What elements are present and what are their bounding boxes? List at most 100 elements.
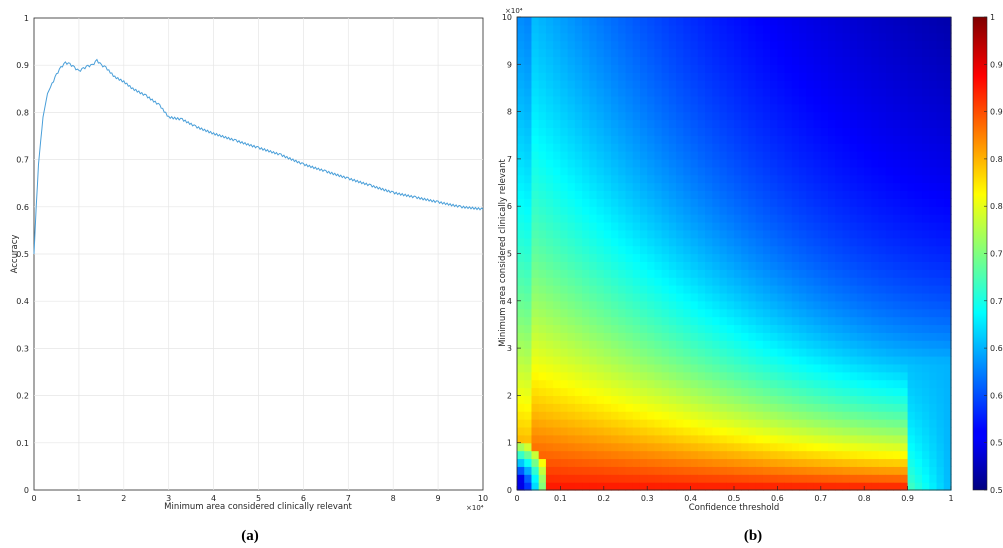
heat-cell [574, 24, 583, 34]
heat-cell [661, 206, 670, 215]
heat-cell [791, 269, 800, 278]
heat-cell [835, 182, 844, 192]
heat-cell [907, 72, 916, 81]
heat-cell [878, 95, 887, 105]
heat-cell [734, 458, 742, 467]
heat-cell [741, 458, 750, 467]
heat-cell [690, 135, 699, 144]
heat-cell [654, 24, 663, 34]
heat-cell [726, 56, 735, 65]
heat-cell [878, 348, 887, 357]
heat-cell [748, 103, 757, 113]
heat-cell [784, 111, 793, 121]
heat-cell [799, 348, 807, 357]
heat-cell [545, 355, 554, 365]
heat-cell [900, 363, 909, 373]
heat-cell [639, 214, 648, 223]
heat-cell [553, 269, 561, 278]
heat-cell [690, 182, 699, 192]
heat-cell [574, 474, 583, 483]
heat-cell [531, 458, 540, 467]
heat-cell [712, 229, 721, 239]
heat-cell [864, 87, 873, 97]
heat-cell [531, 182, 540, 192]
heat-cell [524, 135, 533, 144]
heat-cell [777, 111, 786, 121]
heat-cell [712, 24, 721, 34]
heat-cell [574, 198, 583, 207]
heat-cell [676, 269, 684, 278]
heat-cell [929, 166, 938, 176]
heat-cell [748, 363, 757, 373]
heat-cell [538, 450, 547, 460]
heat-cell [734, 80, 742, 89]
heat-cell [907, 87, 916, 97]
heat-cell [712, 95, 721, 105]
heat-cell [741, 182, 750, 192]
heat-cell [734, 332, 742, 341]
heat-cell [603, 474, 612, 483]
heat-cell [806, 292, 815, 302]
heat-cell [632, 269, 641, 278]
heat-cell [878, 308, 887, 318]
heat-cell [929, 182, 938, 192]
heat-cell [560, 151, 569, 160]
heat-cell [726, 237, 735, 247]
heat-cell [820, 285, 829, 294]
heat-cell [936, 245, 945, 255]
heat-cell [683, 237, 692, 247]
heat-cell [914, 72, 923, 81]
heat-cell [806, 277, 815, 286]
heat-cell [943, 32, 952, 42]
heat-cell [878, 135, 887, 144]
heat-cell [799, 64, 807, 73]
heat-cell [770, 158, 778, 168]
heat-cell [611, 419, 619, 428]
heat-cell [647, 103, 656, 113]
heat-cell [697, 458, 706, 467]
heat-cell [893, 442, 901, 452]
heat-cell [517, 119, 525, 128]
heat-cell [553, 237, 561, 247]
heat-cell [835, 64, 844, 73]
heat-cell [929, 135, 938, 144]
heat-cell [625, 190, 634, 199]
heat-cell [799, 466, 807, 475]
heat-cell [661, 119, 670, 128]
heat-cell [885, 48, 894, 58]
heat-cell [589, 458, 598, 467]
heat-cell [639, 458, 648, 467]
heat-cell [791, 190, 800, 199]
heat-cell [712, 371, 721, 381]
heat-cell [748, 316, 757, 326]
heat-cell [762, 237, 771, 247]
heat-cell [885, 190, 894, 199]
heat-cell [553, 24, 561, 34]
heat-cell [632, 206, 641, 215]
heat-cell [661, 426, 670, 436]
heat-cell [647, 300, 656, 310]
heat-cell [907, 316, 916, 326]
x-tick-label: 0 [31, 494, 36, 503]
heat-cell [799, 17, 807, 26]
heat-cell [734, 482, 742, 491]
heat-cell [936, 261, 945, 270]
heat-cell [784, 206, 793, 215]
heat-cell [611, 111, 619, 121]
heat-cell [828, 292, 836, 302]
heat-cell [806, 340, 815, 349]
heat-cell [582, 87, 590, 97]
heat-cell [885, 332, 894, 341]
heat-cell [632, 48, 641, 58]
heat-cell [929, 379, 938, 389]
heat-cell [871, 214, 880, 223]
heat-cell [690, 143, 699, 152]
heat-cell [828, 221, 836, 231]
x-tick-label: 5 [256, 494, 261, 503]
heat-cell [517, 340, 525, 349]
heat-cell [625, 174, 634, 184]
heat-cell [748, 40, 757, 50]
heat-cell [820, 292, 829, 302]
heat-cell [705, 395, 713, 404]
heat-cell [755, 411, 764, 420]
